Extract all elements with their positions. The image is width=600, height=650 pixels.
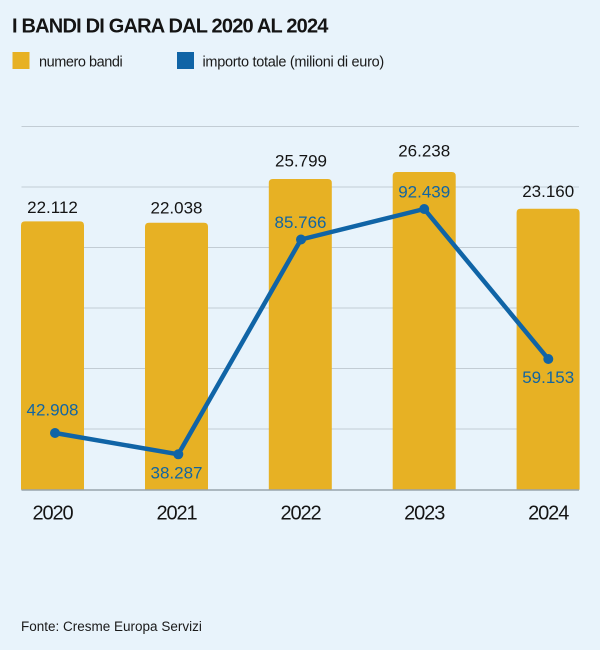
svg-text:22.038: 22.038: [151, 199, 203, 218]
svg-text:I BANDI DI GARA DAL 2020 AL 20: I BANDI DI GARA DAL 2020 AL 2024: [12, 16, 329, 38]
svg-text:23.160: 23.160: [522, 182, 574, 201]
svg-text:59.153: 59.153: [522, 368, 574, 387]
svg-text:22.112: 22.112: [27, 198, 78, 217]
svg-text:25.799: 25.799: [275, 152, 327, 171]
svg-text:2021: 2021: [156, 502, 197, 524]
svg-text:38.287: 38.287: [151, 464, 203, 483]
svg-text:importo totale (milioni di eur: importo totale (milioni di euro): [203, 55, 384, 71]
svg-text:85.766: 85.766: [275, 213, 327, 232]
svg-text:2023: 2023: [404, 502, 445, 524]
svg-text:42.908: 42.908: [27, 401, 79, 420]
svg-text:2022: 2022: [280, 502, 321, 524]
svg-text:Fonte: Cresme Europa Servizi: Fonte: Cresme Europa Servizi: [21, 619, 202, 634]
svg-text:numero bandi: numero bandi: [39, 55, 122, 71]
svg-text:26.238: 26.238: [398, 142, 450, 161]
svg-text:2024: 2024: [528, 502, 569, 524]
svg-text:92.439: 92.439: [398, 183, 450, 202]
svg-text:2020: 2020: [32, 502, 73, 524]
